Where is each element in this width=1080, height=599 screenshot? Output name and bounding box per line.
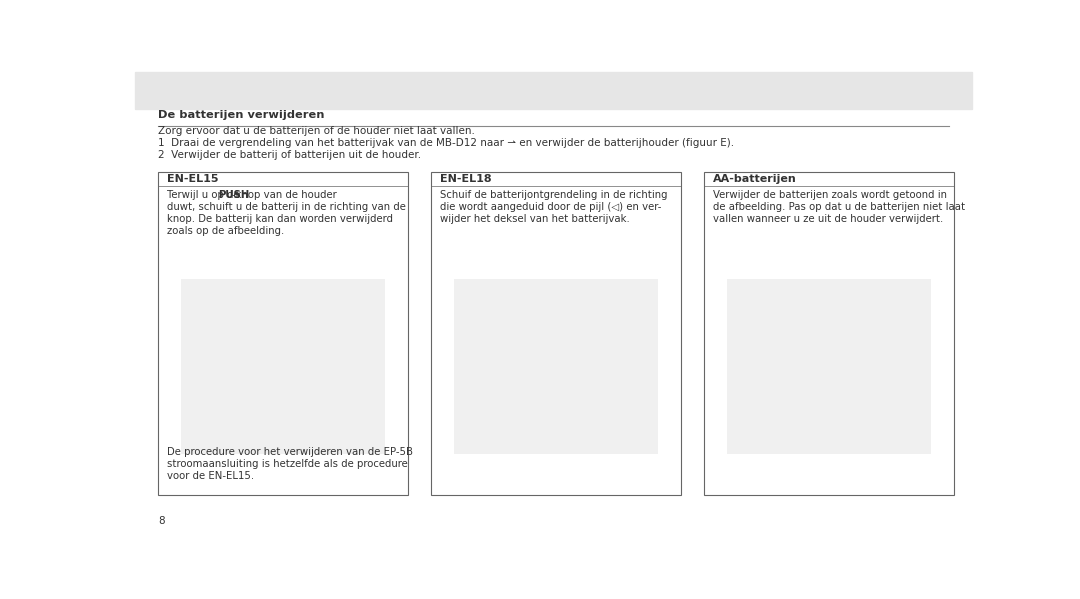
Bar: [135, 72, 972, 109]
Text: Verwijder de batterijen zoals wordt getoond in: Verwijder de batterijen zoals wordt geto…: [713, 190, 946, 200]
Bar: [180, 279, 386, 454]
Text: duwt, schuift u de batterij in de richting van de: duwt, schuift u de batterij in de richti…: [166, 202, 406, 212]
Text: Terwijl u op de: Terwijl u op de: [166, 190, 243, 200]
Text: vallen wanneer u ze uit de houder verwijdert.: vallen wanneer u ze uit de houder verwij…: [713, 214, 943, 224]
FancyBboxPatch shape: [431, 173, 680, 495]
Text: Schuif de batterijontgrendeling in de richting: Schuif de batterijontgrendeling in de ri…: [440, 190, 667, 200]
Text: zoals op de afbeelding.: zoals op de afbeelding.: [166, 226, 284, 236]
Text: PUSH: PUSH: [218, 190, 249, 200]
Text: wijder het deksel van het batterijvak.: wijder het deksel van het batterijvak.: [440, 214, 630, 224]
Text: EN-EL18: EN-EL18: [440, 174, 491, 184]
Text: Zorg ervoor dat u de batterijen of de houder niet laat vallen.: Zorg ervoor dat u de batterijen of de ho…: [159, 126, 475, 135]
Bar: [727, 279, 931, 454]
Text: die wordt aangeduid door de pijl (◁) en ver-: die wordt aangeduid door de pijl (◁) en …: [440, 202, 661, 212]
Text: knop. De batterij kan dan worden verwijderd: knop. De batterij kan dan worden verwijd…: [166, 214, 393, 224]
Text: voor de EN-EL15.: voor de EN-EL15.: [166, 471, 254, 481]
Text: 1  Draai de vergrendeling van het batterijvak van de MB-D12 naar ⇀ en verwijder : 1 Draai de vergrendeling van het batteri…: [159, 138, 734, 148]
FancyBboxPatch shape: [704, 173, 954, 495]
Text: De batterijen verwijderen: De batterijen verwijderen: [159, 110, 325, 120]
Text: EN-EL15: EN-EL15: [166, 174, 218, 184]
FancyBboxPatch shape: [159, 173, 408, 495]
Text: NI: NI: [4, 349, 17, 358]
Text: -knop van de houder: -knop van de houder: [232, 190, 337, 200]
Text: stroomaansluiting is hetzelfde als de procedure: stroomaansluiting is hetzelfde als de pr…: [166, 459, 407, 469]
Text: 8: 8: [159, 516, 165, 526]
Text: 2  Verwijder de batterij of batterijen uit de houder.: 2 Verwijder de batterij of batterijen ui…: [159, 150, 421, 161]
Text: AA-batterijen: AA-batterijen: [713, 174, 796, 184]
Bar: [454, 279, 659, 454]
Text: de afbeelding. Pas op dat u de batterijen niet laat: de afbeelding. Pas op dat u de batterije…: [713, 202, 964, 212]
Text: De procedure voor het verwijderen van de EP-5B: De procedure voor het verwijderen van de…: [166, 447, 413, 457]
